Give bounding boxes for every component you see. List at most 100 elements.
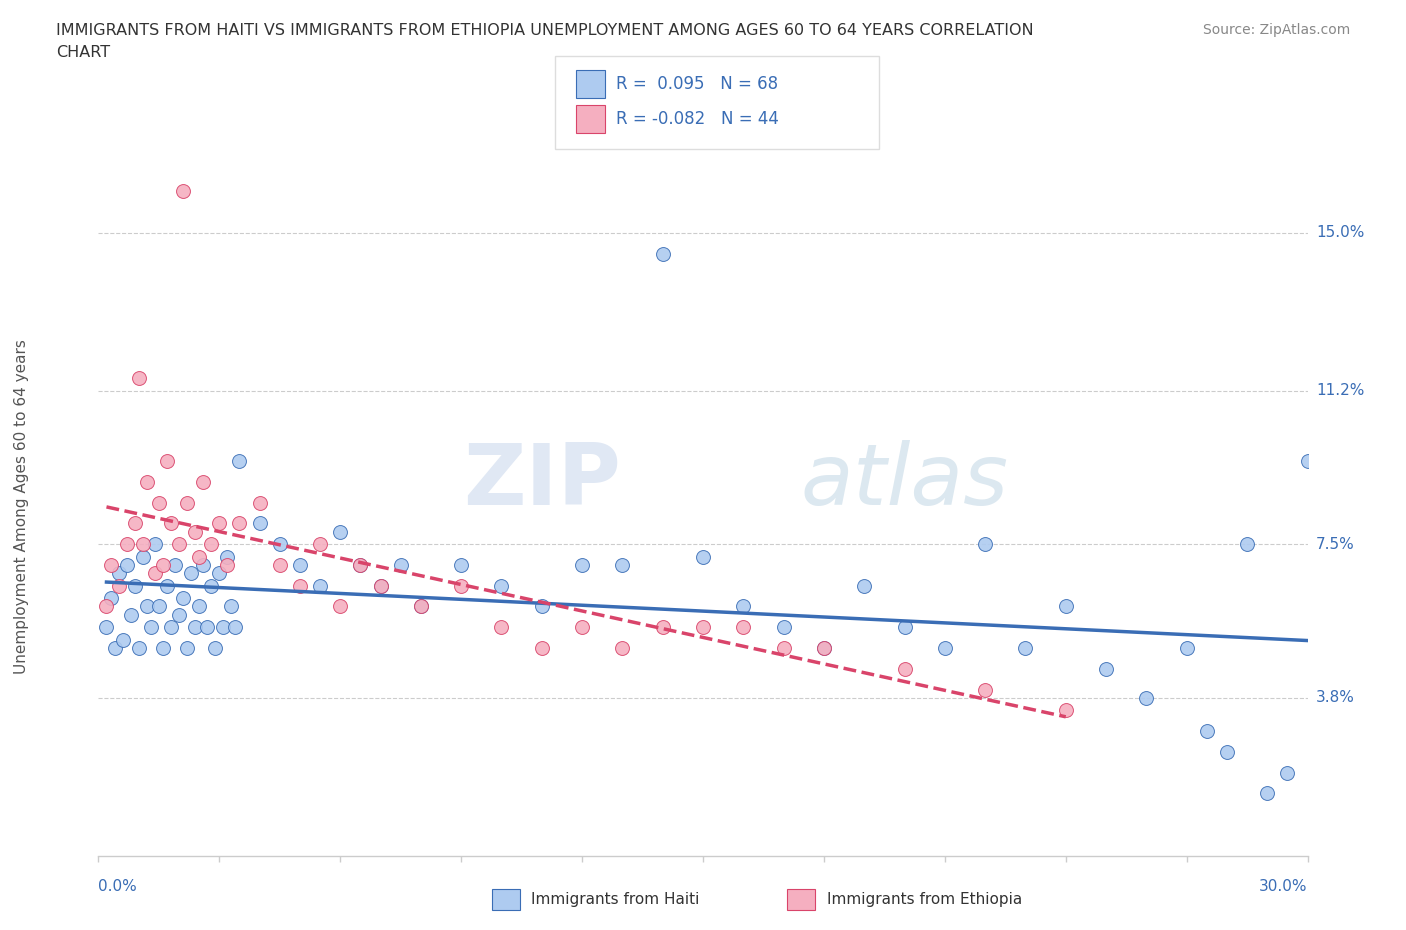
Point [1054,599,1077,614]
Text: 30.0%: 30.0% [1260,879,1308,894]
Point [135,474,157,489]
Point [1014,641,1036,656]
Point [772,641,794,656]
Text: Immigrants from Haiti: Immigrants from Haiti [531,892,700,907]
Point [349,558,371,573]
Point [1175,641,1198,656]
Point [128,641,150,656]
Point [450,558,472,573]
Text: ZIP: ZIP [463,441,620,524]
Point [651,619,673,634]
Point [96,599,118,614]
Point [288,558,311,573]
Point [1236,537,1258,551]
Point [208,565,231,580]
Point [228,516,250,531]
Point [893,661,915,676]
Text: R =  0.095   N = 68: R = 0.095 N = 68 [616,74,778,93]
Point [269,558,291,573]
Point [160,619,183,634]
Point [692,619,714,634]
Point [309,537,332,551]
Point [1054,703,1077,718]
Point [249,516,271,531]
Point [111,632,134,647]
Point [269,537,291,551]
Point [208,516,231,531]
Point [139,619,162,634]
Text: 11.2%: 11.2% [1316,383,1364,398]
Point [772,619,794,634]
Point [1135,690,1157,705]
Text: 15.0%: 15.0% [1316,225,1364,240]
Point [349,558,371,573]
Point [96,619,118,634]
Point [132,537,155,551]
Point [221,599,243,614]
Point [1216,744,1239,759]
Point [733,619,755,634]
Point [115,537,138,551]
Point [188,599,211,614]
Text: CHART: CHART [56,45,110,60]
Text: Unemployment Among Ages 60 to 64 years: Unemployment Among Ages 60 to 64 years [14,339,28,674]
Point [107,565,129,580]
Point [200,537,222,551]
Point [193,474,215,489]
Point [450,578,472,593]
Point [103,641,125,656]
Point [612,641,634,656]
Point [184,619,207,634]
Point [813,641,835,656]
Text: 3.8%: 3.8% [1316,690,1355,705]
Text: 7.5%: 7.5% [1316,537,1354,551]
Point [389,558,412,573]
Point [115,558,138,573]
Point [329,599,352,614]
Point [212,619,235,634]
Point [974,682,997,697]
Text: 0.0%: 0.0% [98,879,138,894]
Point [167,537,190,551]
Point [530,599,553,614]
Point [224,619,246,634]
Point [204,641,226,656]
Point [176,641,198,656]
Point [172,184,194,199]
Point [409,599,432,614]
Point [172,591,194,605]
Point [167,607,190,622]
Point [156,454,179,469]
Point [124,516,146,531]
Point [249,496,271,511]
Point [571,558,593,573]
Point [100,591,122,605]
Point [1296,454,1319,469]
Point [217,558,239,573]
Point [612,558,634,573]
Point [1195,724,1218,738]
Point [370,578,392,593]
Point [217,550,239,565]
Point [491,619,513,634]
Point [733,599,755,614]
Point [135,599,157,614]
Point [409,599,432,614]
Point [156,578,179,593]
Point [160,516,183,531]
Text: atlas: atlas [800,441,1008,524]
Point [152,641,174,656]
Point [193,558,215,573]
Point [195,619,218,634]
Point [176,496,198,511]
Point [180,565,202,580]
Point [1256,786,1278,801]
Point [571,619,593,634]
Point [329,525,352,539]
Point [1277,765,1299,780]
Point [128,371,150,386]
Text: IMMIGRANTS FROM HAITI VS IMMIGRANTS FROM ETHIOPIA UNEMPLOYMENT AMONG AGES 60 TO : IMMIGRANTS FROM HAITI VS IMMIGRANTS FROM… [56,23,1033,38]
Point [148,599,170,614]
Point [143,537,166,551]
Point [309,578,332,593]
